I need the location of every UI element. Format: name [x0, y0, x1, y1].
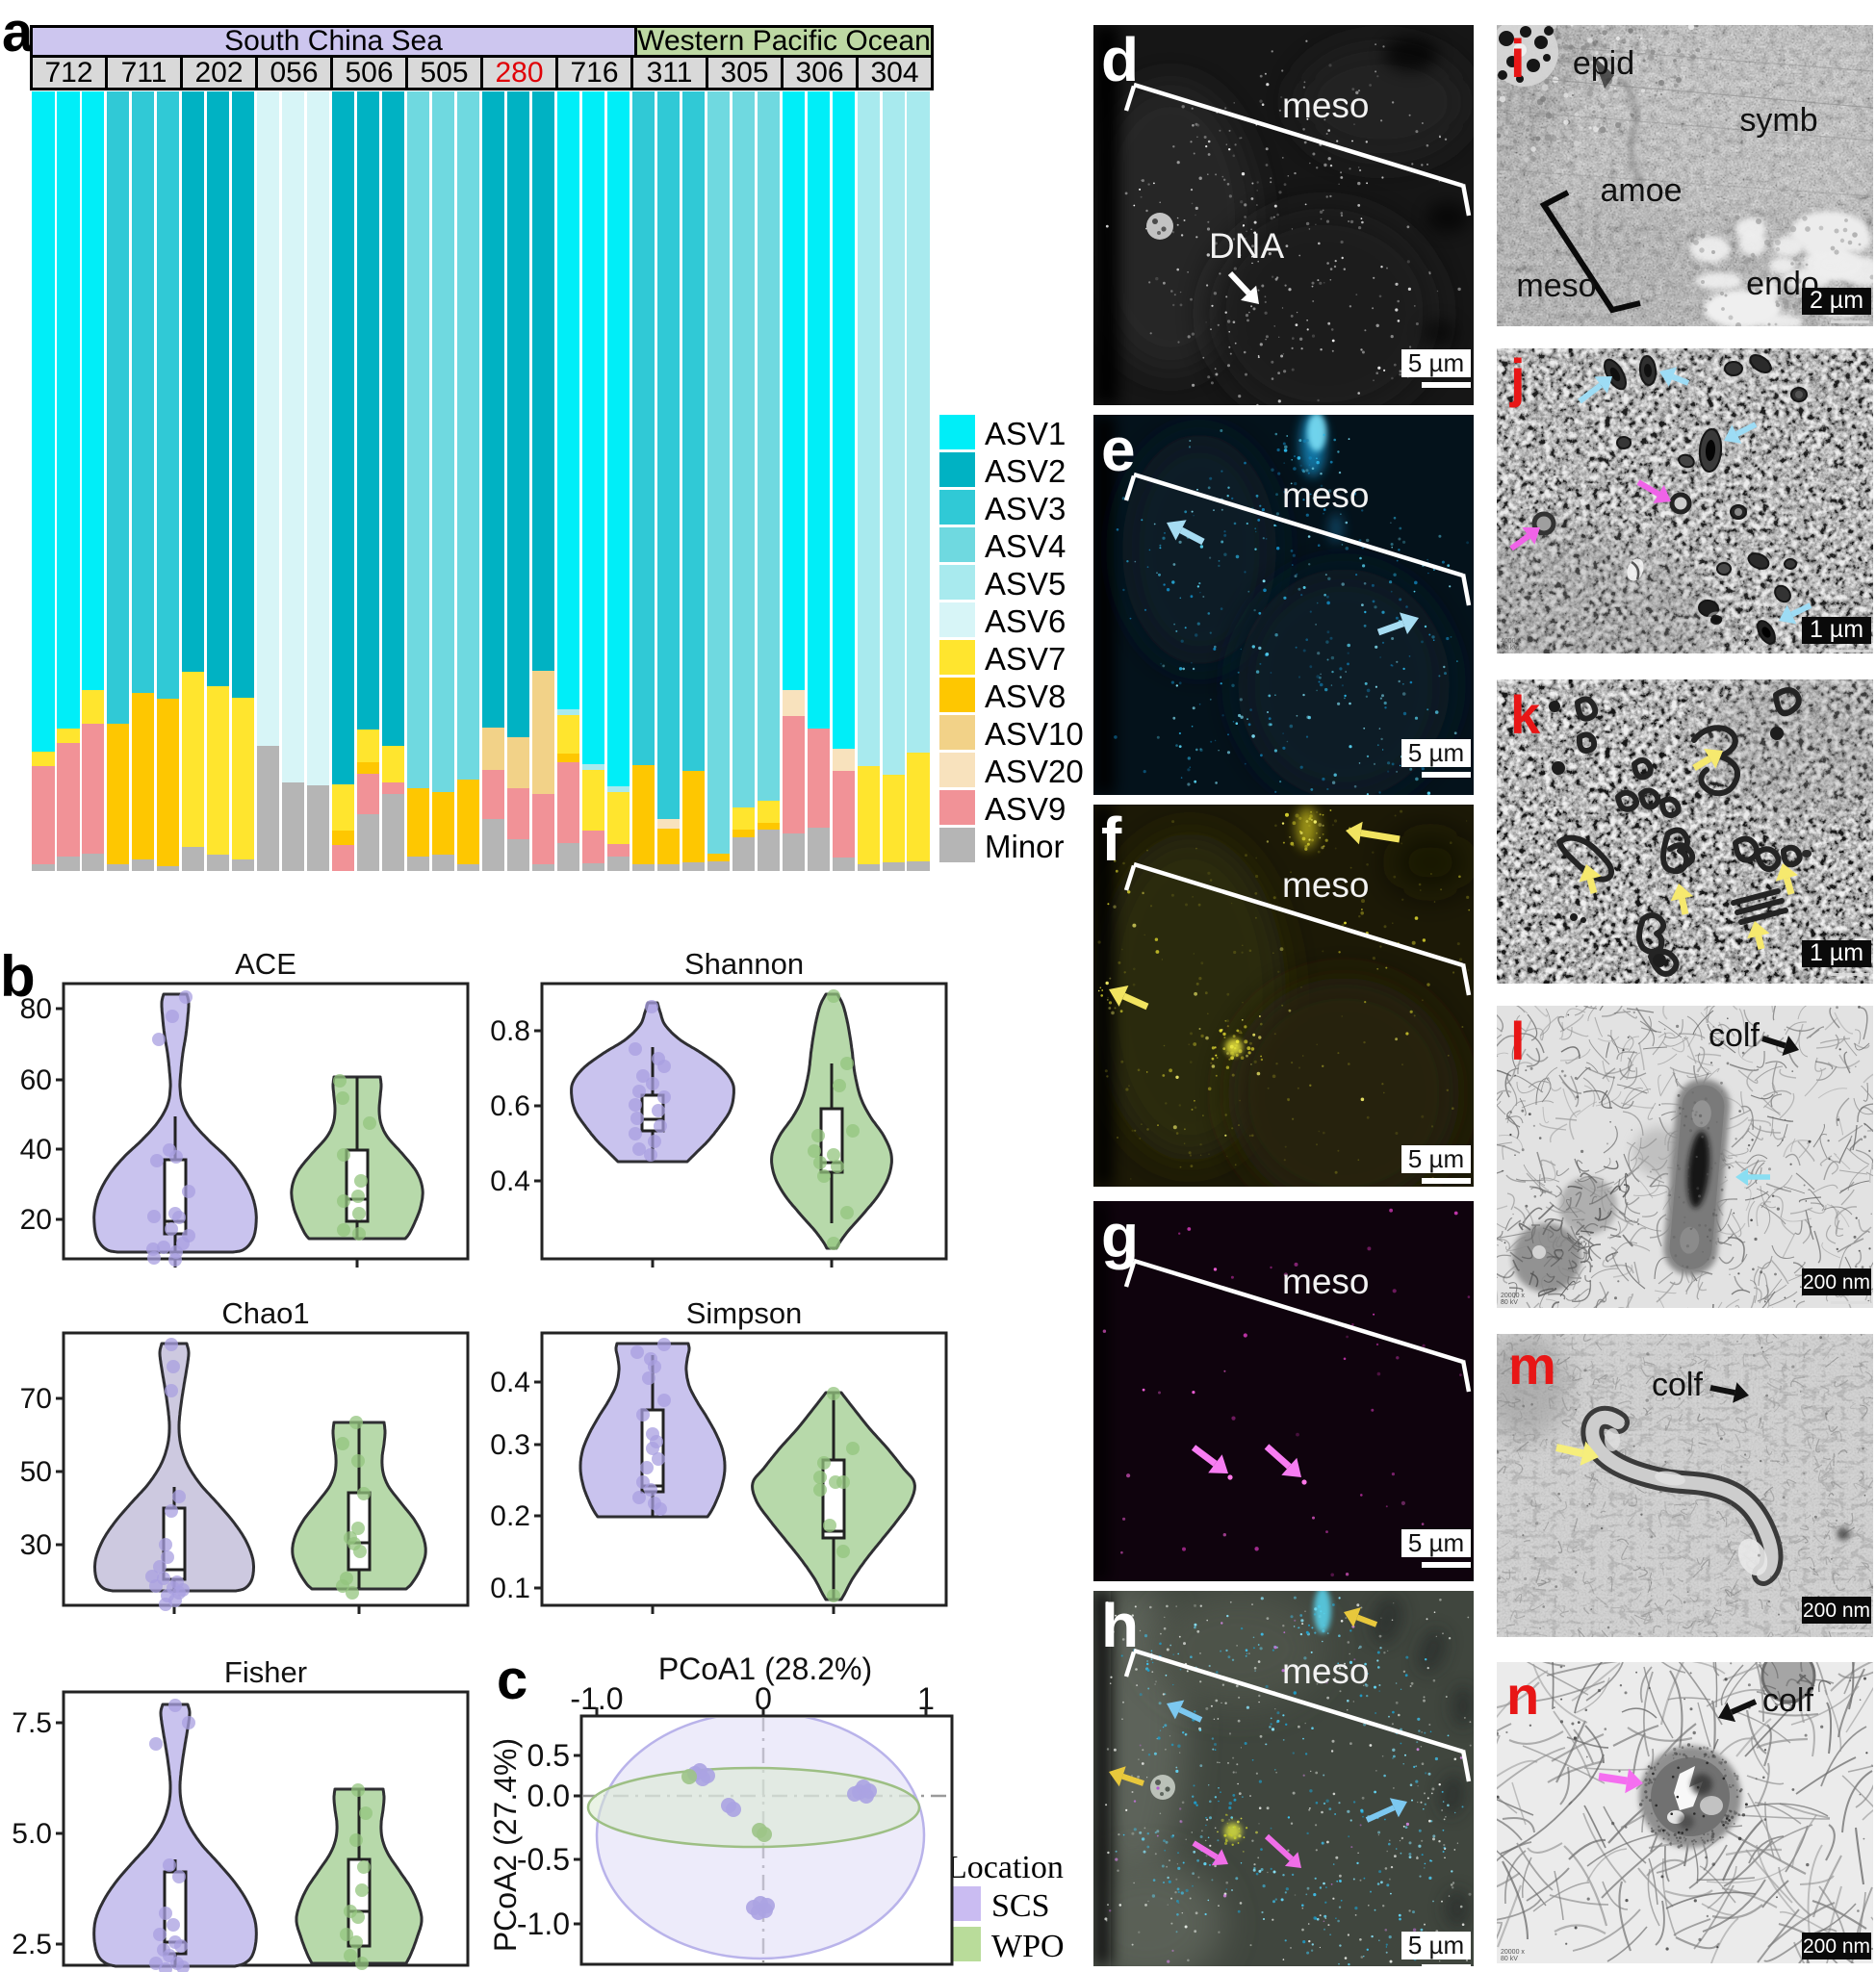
- svg-text:60: 60: [20, 1064, 52, 1096]
- svg-text:amoe: amoe: [1600, 172, 1682, 209]
- svg-text:50: 50: [20, 1456, 52, 1488]
- svg-text:m: m: [1508, 1335, 1556, 1396]
- svg-text:0.0: 0.0: [527, 1779, 570, 1813]
- svg-text:i: i: [1510, 28, 1526, 89]
- svg-text:5 µm: 5 µm: [1408, 1528, 1464, 1557]
- svg-text:l: l: [1510, 1011, 1526, 1071]
- svg-text:5 µm: 5 µm: [1408, 1144, 1464, 1173]
- svg-text:symb: symb: [1739, 102, 1817, 139]
- svg-text:Fisher: Fisher: [224, 1655, 307, 1689]
- svg-text:4000 x: 4000 x: [1501, 638, 1522, 645]
- svg-text:g: g: [1101, 1201, 1139, 1270]
- svg-text:epid: epid: [1573, 45, 1634, 82]
- svg-text:0.5: 0.5: [527, 1738, 570, 1773]
- svg-text:meso: meso: [1282, 1652, 1369, 1691]
- svg-text:200 nm: 200 nm: [1803, 1935, 1870, 1958]
- svg-text:20: 20: [20, 1204, 52, 1236]
- svg-text:0.4: 0.4: [490, 1165, 530, 1197]
- svg-text:-1.0: -1.0: [517, 1907, 570, 1941]
- svg-text:-0.5: -0.5: [517, 1842, 570, 1877]
- svg-text:5 µm: 5 µm: [1408, 348, 1464, 377]
- svg-text:1 µm: 1 µm: [1810, 939, 1863, 966]
- svg-text:5 µm: 5 µm: [1408, 1931, 1464, 1959]
- svg-text:PCoA1 (28.2%): PCoA1 (28.2%): [658, 1652, 872, 1686]
- svg-text:20000 x: 20000 x: [1501, 1293, 1525, 1299]
- svg-text:colf: colf: [1652, 1367, 1703, 1403]
- svg-text:80 kV: 80 kV: [1501, 1299, 1518, 1306]
- svg-text:colf: colf: [1762, 1682, 1813, 1719]
- svg-text:Chao1: Chao1: [221, 1296, 309, 1330]
- svg-text:f: f: [1101, 805, 1122, 874]
- svg-text:200 nm: 200 nm: [1803, 1600, 1870, 1622]
- svg-text:30: 30: [20, 1529, 52, 1561]
- svg-text:h: h: [1101, 1591, 1139, 1660]
- svg-text:j: j: [1509, 348, 1526, 408]
- svg-text:colf: colf: [1709, 1017, 1760, 1054]
- svg-text:5.0: 5.0: [12, 1818, 52, 1850]
- svg-text:5 µm: 5 µm: [1408, 738, 1464, 767]
- svg-text:0.6: 0.6: [490, 1090, 530, 1122]
- svg-text:meso: meso: [1282, 865, 1369, 905]
- svg-text:0.8: 0.8: [490, 1015, 530, 1047]
- svg-text:1 µm: 1 µm: [1810, 616, 1863, 643]
- svg-text:40: 40: [20, 1134, 52, 1165]
- svg-text:80 kV: 80 kV: [1501, 1956, 1518, 1962]
- svg-text:1: 1: [917, 1681, 935, 1716]
- svg-text:80: 80: [20, 993, 52, 1025]
- svg-text:meso: meso: [1282, 475, 1369, 515]
- svg-text:80 kV: 80 kV: [1501, 645, 1518, 652]
- svg-text:e: e: [1101, 415, 1136, 484]
- svg-text:0.1: 0.1: [490, 1573, 530, 1604]
- svg-text:200 nm: 200 nm: [1803, 1271, 1870, 1293]
- svg-text:0.2: 0.2: [490, 1500, 530, 1532]
- svg-text:meso: meso: [1516, 268, 1596, 304]
- svg-text:Shannon: Shannon: [684, 947, 804, 981]
- svg-text:7.5: 7.5: [12, 1707, 52, 1739]
- svg-text:k: k: [1510, 684, 1541, 745]
- svg-text:70: 70: [20, 1383, 52, 1415]
- svg-text:n: n: [1506, 1665, 1539, 1726]
- svg-text:d: d: [1101, 25, 1139, 94]
- svg-text:PCoA2 (27.4%): PCoA2 (27.4%): [488, 1738, 523, 1952]
- svg-text:Simpson: Simpson: [686, 1296, 803, 1330]
- svg-text:0.3: 0.3: [490, 1429, 530, 1461]
- svg-text:0.4: 0.4: [490, 1367, 530, 1398]
- svg-text:2.5: 2.5: [12, 1929, 52, 1960]
- svg-text:2 µm: 2 µm: [1810, 287, 1863, 314]
- svg-text:ACE: ACE: [235, 947, 296, 981]
- svg-text:20000 x: 20000 x: [1501, 1949, 1525, 1956]
- svg-text:0: 0: [755, 1681, 772, 1716]
- svg-text:meso: meso: [1282, 86, 1369, 125]
- svg-text:DNA: DNA: [1209, 226, 1284, 266]
- svg-text:meso: meso: [1282, 1262, 1369, 1301]
